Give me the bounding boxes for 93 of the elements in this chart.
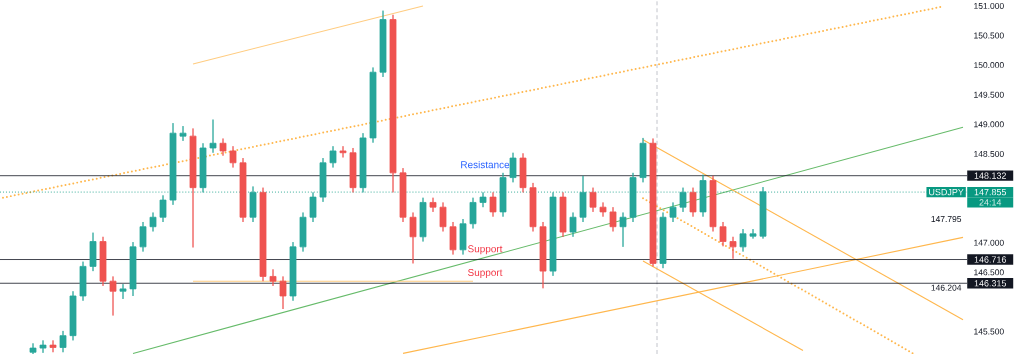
candlestick (319, 157, 327, 203)
candlestick (449, 221, 457, 255)
candlestick (129, 241, 137, 297)
candlestick (409, 212, 417, 264)
y-tick-label: 149.500 (974, 91, 1004, 98)
candlestick (589, 187, 597, 213)
candlestick (509, 152, 517, 183)
annotation: Support (468, 245, 503, 255)
candlestick (79, 261, 87, 302)
candlestick (459, 218, 467, 255)
y-tick-label: 147.000 (974, 239, 1004, 246)
candlestick (469, 197, 477, 229)
candlestick (699, 174, 707, 218)
y-tick-label: 151.000 (974, 2, 1004, 9)
candlestick (249, 186, 257, 223)
y-tick-label: 148.500 (974, 150, 1004, 157)
candlestick (739, 228, 747, 252)
candlestick (89, 232, 97, 272)
candlestick (709, 175, 717, 232)
candlestick (539, 221, 547, 289)
candlestick (199, 142, 207, 193)
candlestick (649, 138, 657, 267)
candlestick (619, 212, 627, 248)
candlestick (309, 191, 317, 223)
candlestick (99, 236, 107, 287)
candlestick (429, 197, 437, 213)
candlestick (489, 191, 497, 218)
candlestick (639, 137, 647, 183)
candlestick (359, 132, 367, 193)
candlestick (569, 212, 577, 238)
annotation: 146.204 (931, 284, 962, 291)
candlestick (629, 172, 637, 223)
candlestick (269, 268, 277, 287)
candlestick (239, 157, 247, 223)
candlestick (139, 221, 147, 252)
candlestick (229, 145, 237, 168)
candlestick (379, 10, 387, 78)
candlestick (349, 147, 357, 193)
candlestick (579, 175, 587, 223)
candlestick (499, 172, 507, 218)
candlestick (189, 128, 197, 248)
candlestick (599, 202, 607, 218)
annotation: Support (468, 268, 503, 278)
candlestick (209, 119, 217, 154)
candlestick (479, 191, 487, 208)
candlestick (339, 145, 347, 158)
candlestick (669, 202, 677, 223)
candlestick (549, 191, 557, 277)
candlestick (389, 14, 397, 193)
candlestick (39, 339, 47, 354)
candlestick (159, 194, 167, 223)
candlestick (219, 138, 227, 157)
candlestick (119, 283, 127, 300)
y-tick-label: 150.500 (974, 32, 1004, 39)
ref-line-label: 147.855 (974, 188, 1007, 196)
candlestick (439, 202, 447, 232)
text: 24:14 (979, 199, 1002, 206)
y-tick-label: 150.000 (974, 62, 1004, 69)
candlestick (49, 339, 57, 353)
candlestick (559, 191, 567, 238)
candlestick (529, 182, 537, 232)
ref-line-label: 146.716 (974, 256, 1007, 263)
candlestick (679, 187, 687, 213)
candlestick (749, 228, 757, 239)
ref-line-label: 146.315 (974, 280, 1007, 287)
candlestick (149, 212, 157, 232)
candlestick (289, 241, 297, 302)
candlestick (419, 197, 427, 242)
candlestick (169, 122, 177, 206)
annotation: Resistance (461, 160, 510, 169)
candlestick (59, 330, 67, 353)
candlestick (109, 276, 117, 316)
candlestick (69, 290, 77, 341)
y-tick-label: 146.500 (974, 269, 1004, 276)
candlestick (279, 276, 287, 310)
candlestick (689, 187, 697, 218)
ref-line-label: 148.132 (974, 172, 1006, 179)
y-tick-label: 149.000 (974, 121, 1004, 128)
candlestick (399, 167, 407, 223)
y-tick-label: 145.500 (974, 328, 1004, 335)
candlestick (299, 212, 307, 252)
candlestick (179, 125, 187, 142)
annotation: USDJPY (929, 188, 964, 196)
annotation: 147.795 (931, 216, 962, 223)
candlestick (259, 187, 267, 282)
candlestick (719, 221, 727, 247)
candlestick (519, 152, 527, 193)
candlestick (729, 236, 737, 260)
candlestick (759, 186, 767, 239)
candlestick (369, 67, 377, 144)
candlestick (329, 145, 337, 168)
candlestick (609, 206, 617, 232)
candlestick (659, 212, 667, 269)
